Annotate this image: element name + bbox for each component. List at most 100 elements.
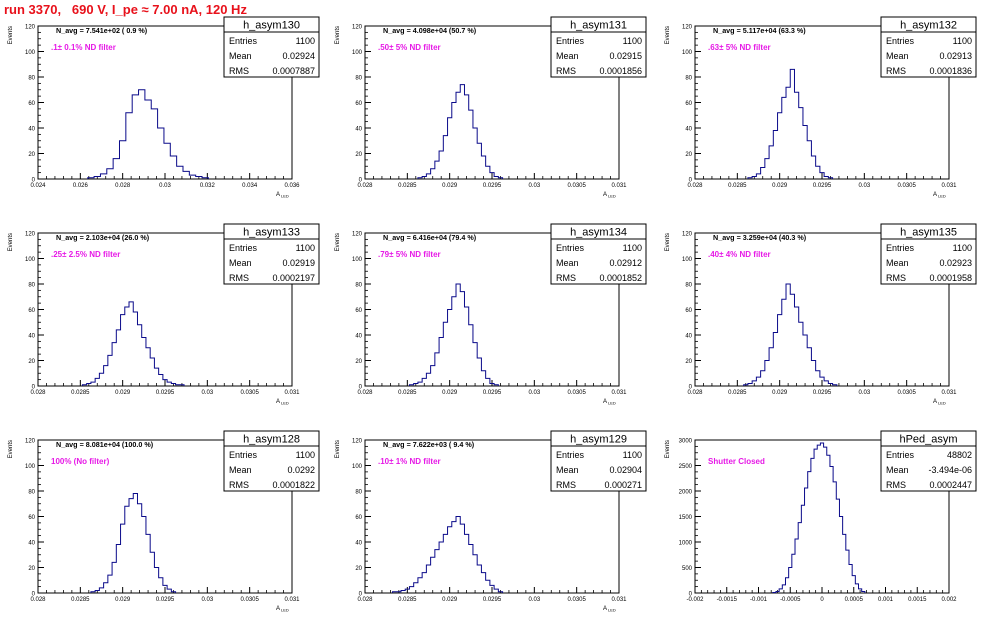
- filter-label: .25± 2.5% ND filter: [51, 250, 120, 259]
- stats-value: 0.0002447: [929, 480, 972, 490]
- y-tick-label: 40: [685, 334, 692, 340]
- x-tick-label: 0.0305: [567, 183, 586, 189]
- y-tick-label: 20: [28, 566, 35, 572]
- y-tick-label: 40: [685, 127, 692, 133]
- x-tick-label: -0.001: [750, 597, 768, 603]
- n-avg-label: N_avg = 3.259e+04 (40.3 %): [713, 233, 807, 242]
- stats-label: Mean: [886, 51, 909, 61]
- y-tick-label: 20: [685, 152, 692, 158]
- histogram-line: [417, 84, 504, 179]
- y-tick-label: 80: [355, 76, 362, 82]
- x-tick-label: 0.0295: [483, 390, 502, 396]
- stats-label: RMS: [229, 273, 249, 283]
- x-tick-label: 0: [820, 597, 824, 603]
- x-axis-label: ALED: [276, 606, 289, 613]
- y-axis-label: Events: [8, 26, 14, 44]
- histogram-line: [392, 516, 504, 593]
- stats-value: 1100: [296, 450, 315, 460]
- histogram-panel-h_asym132: 0 20 40 60 80 100 120 0.028 0.0285 0.029 0.0295 0.0…: [665, 16, 977, 199]
- x-axis-label: ALED: [276, 399, 289, 406]
- x-tick-label: 0.029: [442, 390, 458, 396]
- x-tick-label: 0.031: [611, 597, 627, 603]
- stats-label: Mean: [556, 465, 579, 475]
- x-tick-label: 0.034: [242, 183, 258, 189]
- histogram-name: h_asym129: [570, 434, 627, 446]
- x-tick-label: 0.0015: [908, 597, 927, 603]
- y-tick-label: 500: [682, 566, 693, 572]
- histogram-panel-h_asym128: 0 20 40 60 80 100 120 0.028 0.0285 0.029 0.0295 0.0…: [8, 430, 320, 613]
- stats-label: Mean: [556, 258, 579, 268]
- y-tick-label: 40: [28, 127, 35, 133]
- y-tick-label: 1000: [679, 541, 693, 547]
- y-tick-label: 2000: [679, 490, 693, 496]
- stats-box-frame: [880, 223, 977, 285]
- stats-value: 0.02919: [282, 258, 315, 268]
- x-tick-label: 0.031: [284, 597, 300, 603]
- stats-value: 0.0001836: [929, 66, 972, 76]
- y-axis-label: Events: [665, 233, 671, 251]
- y-tick-label: 60: [355, 101, 362, 107]
- x-tick-label: 0.0305: [897, 390, 916, 396]
- stats-box: h_asym129 Entries 1100 Mean 0.02904 RMS 0.0002…: [550, 430, 647, 492]
- y-tick-label: 80: [355, 490, 362, 496]
- y-tick-label: 60: [355, 308, 362, 314]
- stats-label: RMS: [556, 66, 576, 76]
- stats-label: RMS: [229, 66, 249, 76]
- y-tick-label: 20: [28, 359, 35, 365]
- histogram-name: h_asym130: [243, 20, 300, 32]
- stats-box-frame: [550, 223, 647, 285]
- y-tick-label: 0: [32, 592, 36, 598]
- x-tick-label: 0.03: [858, 183, 870, 189]
- x-tick-label: 0.03: [528, 390, 540, 396]
- stats-box-frame: [880, 430, 977, 492]
- filter-label: .79± 5% ND filter: [378, 250, 441, 259]
- y-tick-label: 60: [28, 515, 35, 521]
- stats-label: Mean: [886, 465, 909, 475]
- stats-value: 0.02912: [609, 258, 642, 268]
- histogram-name: h_asym132: [900, 20, 957, 32]
- x-tick-label: 0.029: [442, 183, 458, 189]
- y-tick-label: 60: [28, 101, 35, 107]
- y-tick-label: 60: [355, 515, 362, 521]
- x-axis-label: ALED: [276, 192, 289, 199]
- stats-box: h_asym128 Entries 1100 Mean 0.0292 RMS 0.00018…: [223, 430, 320, 492]
- y-tick-label: 0: [689, 178, 693, 184]
- y-tick-label: 0: [689, 385, 693, 391]
- n-avg-label: N_avg = 8.081e+04 (100.0 %): [56, 440, 154, 449]
- stats-value: 1100: [296, 243, 315, 253]
- y-tick-label: 0: [689, 592, 693, 598]
- x-tick-label: 0.028: [357, 597, 373, 603]
- stats-label: RMS: [886, 480, 906, 490]
- stats-box: h_asym134 Entries 1100 Mean 0.02912 RMS 0.0001…: [550, 223, 647, 285]
- y-tick-label: 40: [355, 334, 362, 340]
- histogram-line: [772, 442, 866, 593]
- x-tick-label: 0.001: [878, 597, 894, 603]
- histogram-panel-h_asym133: 0 20 40 60 80 100 120 0.028 0.0285 0.029 0.0295 0.0…: [8, 223, 320, 406]
- y-tick-label: 40: [28, 541, 35, 547]
- stats-value: 0.02915: [609, 51, 642, 61]
- y-tick-label: 80: [28, 76, 35, 82]
- filter-label: .40± 4% ND filter: [708, 250, 771, 259]
- stats-label: Entries: [886, 36, 915, 46]
- x-tick-label: 0.03: [858, 390, 870, 396]
- x-tick-label: -0.002: [686, 597, 704, 603]
- y-tick-label: 60: [28, 308, 35, 314]
- x-tick-label: 0.03: [159, 183, 171, 189]
- y-tick-label: 100: [682, 50, 693, 56]
- x-tick-label: 0.0305: [567, 597, 586, 603]
- x-tick-label: 0.028: [687, 390, 703, 396]
- stats-value: 0.000271: [604, 480, 642, 490]
- y-tick-label: 40: [28, 334, 35, 340]
- y-tick-label: 100: [25, 257, 36, 263]
- stats-label: Mean: [886, 258, 909, 268]
- histogram-panel-h_asym130: 0 20 40 60 80 100 120 0.024 0.026 0.028 0.03 0.032 0…: [8, 16, 320, 199]
- stats-label: Mean: [229, 258, 252, 268]
- y-tick-label: 3000: [679, 439, 693, 445]
- stats-box: h_asym135 Entries 1100 Mean 0.02923 RMS 0.0001…: [880, 223, 977, 285]
- stats-value: 0.0002197: [272, 273, 315, 283]
- x-tick-label: 0.0285: [398, 597, 417, 603]
- stats-box-frame: [223, 430, 320, 492]
- stats-box: h_asym131 Entries 1100 Mean 0.02915 RMS 0.0001…: [550, 16, 647, 78]
- stats-value: 1100: [623, 450, 642, 460]
- stats-label: Entries: [556, 450, 585, 460]
